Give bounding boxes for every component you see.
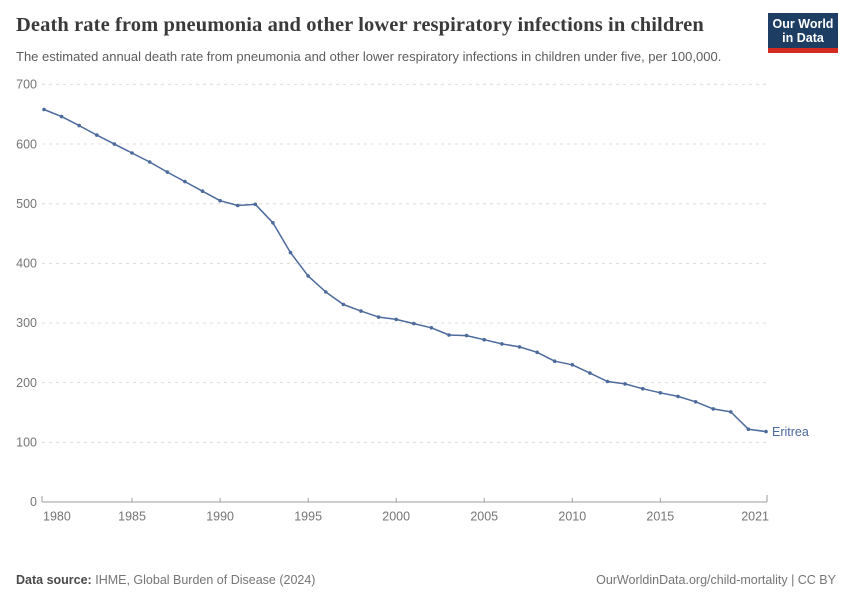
data-point <box>200 189 205 193</box>
data-point <box>59 114 64 119</box>
data-point <box>729 409 733 414</box>
data-source: Data source: IHME, Global Burden of Dise… <box>16 573 315 587</box>
data-point <box>570 362 575 367</box>
data-point <box>235 203 240 207</box>
y-tick-label: 400 <box>16 256 37 270</box>
x-tick-label: 2015 <box>646 509 674 523</box>
y-tick-label: 600 <box>16 137 37 151</box>
x-tick-label: 2000 <box>382 509 410 523</box>
data-point <box>183 179 187 184</box>
data-point <box>429 325 434 330</box>
data-point <box>218 198 222 203</box>
data-point <box>77 123 81 128</box>
chart-footer: Data source: IHME, Global Burden of Dise… <box>16 573 836 587</box>
data-source-value: IHME, Global Burden of Disease (2024) <box>95 573 316 587</box>
data-point <box>165 169 170 174</box>
data-point <box>359 308 363 313</box>
data-point <box>658 390 663 395</box>
page-title: Death rate from pneumonia and other lowe… <box>16 14 704 36</box>
data-point <box>394 317 399 321</box>
data-point <box>640 386 645 391</box>
y-tick-label: 300 <box>16 316 37 330</box>
data-point <box>130 150 134 155</box>
data-point <box>535 350 539 354</box>
data-point <box>623 381 627 386</box>
data-point <box>500 341 504 346</box>
y-tick-label: 100 <box>16 435 37 449</box>
owid-logo-line2: in Data <box>782 30 824 45</box>
y-tick-label: 500 <box>16 197 37 211</box>
data-point <box>464 333 469 338</box>
data-point <box>552 359 557 363</box>
owid-logo[interactable]: Our World in Data <box>768 13 838 53</box>
x-tick-label: 1980 <box>43 509 71 523</box>
y-tick-label: 700 <box>16 77 37 91</box>
x-tick-label: 2005 <box>470 509 498 523</box>
x-tick-label: 1985 <box>118 509 146 523</box>
data-point <box>253 202 258 206</box>
chart-subtitle: The estimated annual death rate from pne… <box>16 48 722 64</box>
entity-label: Eritrea <box>772 424 809 438</box>
data-point <box>288 250 293 255</box>
data-point <box>112 141 117 146</box>
data-source-label: Data source: <box>16 573 92 587</box>
data-point <box>588 370 592 375</box>
x-tick-label: 2021 <box>741 509 769 523</box>
data-point <box>676 394 680 398</box>
data-point <box>764 429 768 434</box>
data-point <box>447 332 451 337</box>
data-point <box>306 273 310 278</box>
credit-line[interactable]: OurWorldinData.org/child-mortality | CC … <box>596 573 836 587</box>
y-tick-label: 0 <box>30 495 37 509</box>
data-point <box>693 399 698 404</box>
x-tick-label: 1990 <box>206 509 234 523</box>
x-tick-label: 1995 <box>294 509 322 523</box>
data-point <box>324 289 328 294</box>
data-point <box>517 344 522 349</box>
line-series <box>43 108 767 432</box>
data-point <box>412 321 416 326</box>
chart-canvas[interactable]: 0 100 200 300 400 500 600 700 1980 1985 1990 1995 20… <box>0 76 850 528</box>
data-point <box>605 379 610 383</box>
data-point <box>271 220 275 225</box>
data-point <box>95 132 99 137</box>
data-point <box>482 337 487 342</box>
chart-header: Death rate from pneumonia and other lowe… <box>0 0 850 64</box>
data-point <box>147 159 152 164</box>
data-point <box>711 406 715 411</box>
data-point <box>42 107 46 111</box>
x-tick-label: 2010 <box>558 509 586 523</box>
data-point <box>746 427 751 431</box>
data-point <box>376 314 381 319</box>
owid-logo-line1: Our World <box>772 16 834 31</box>
data-point <box>341 302 346 306</box>
y-tick-label: 200 <box>16 376 37 390</box>
